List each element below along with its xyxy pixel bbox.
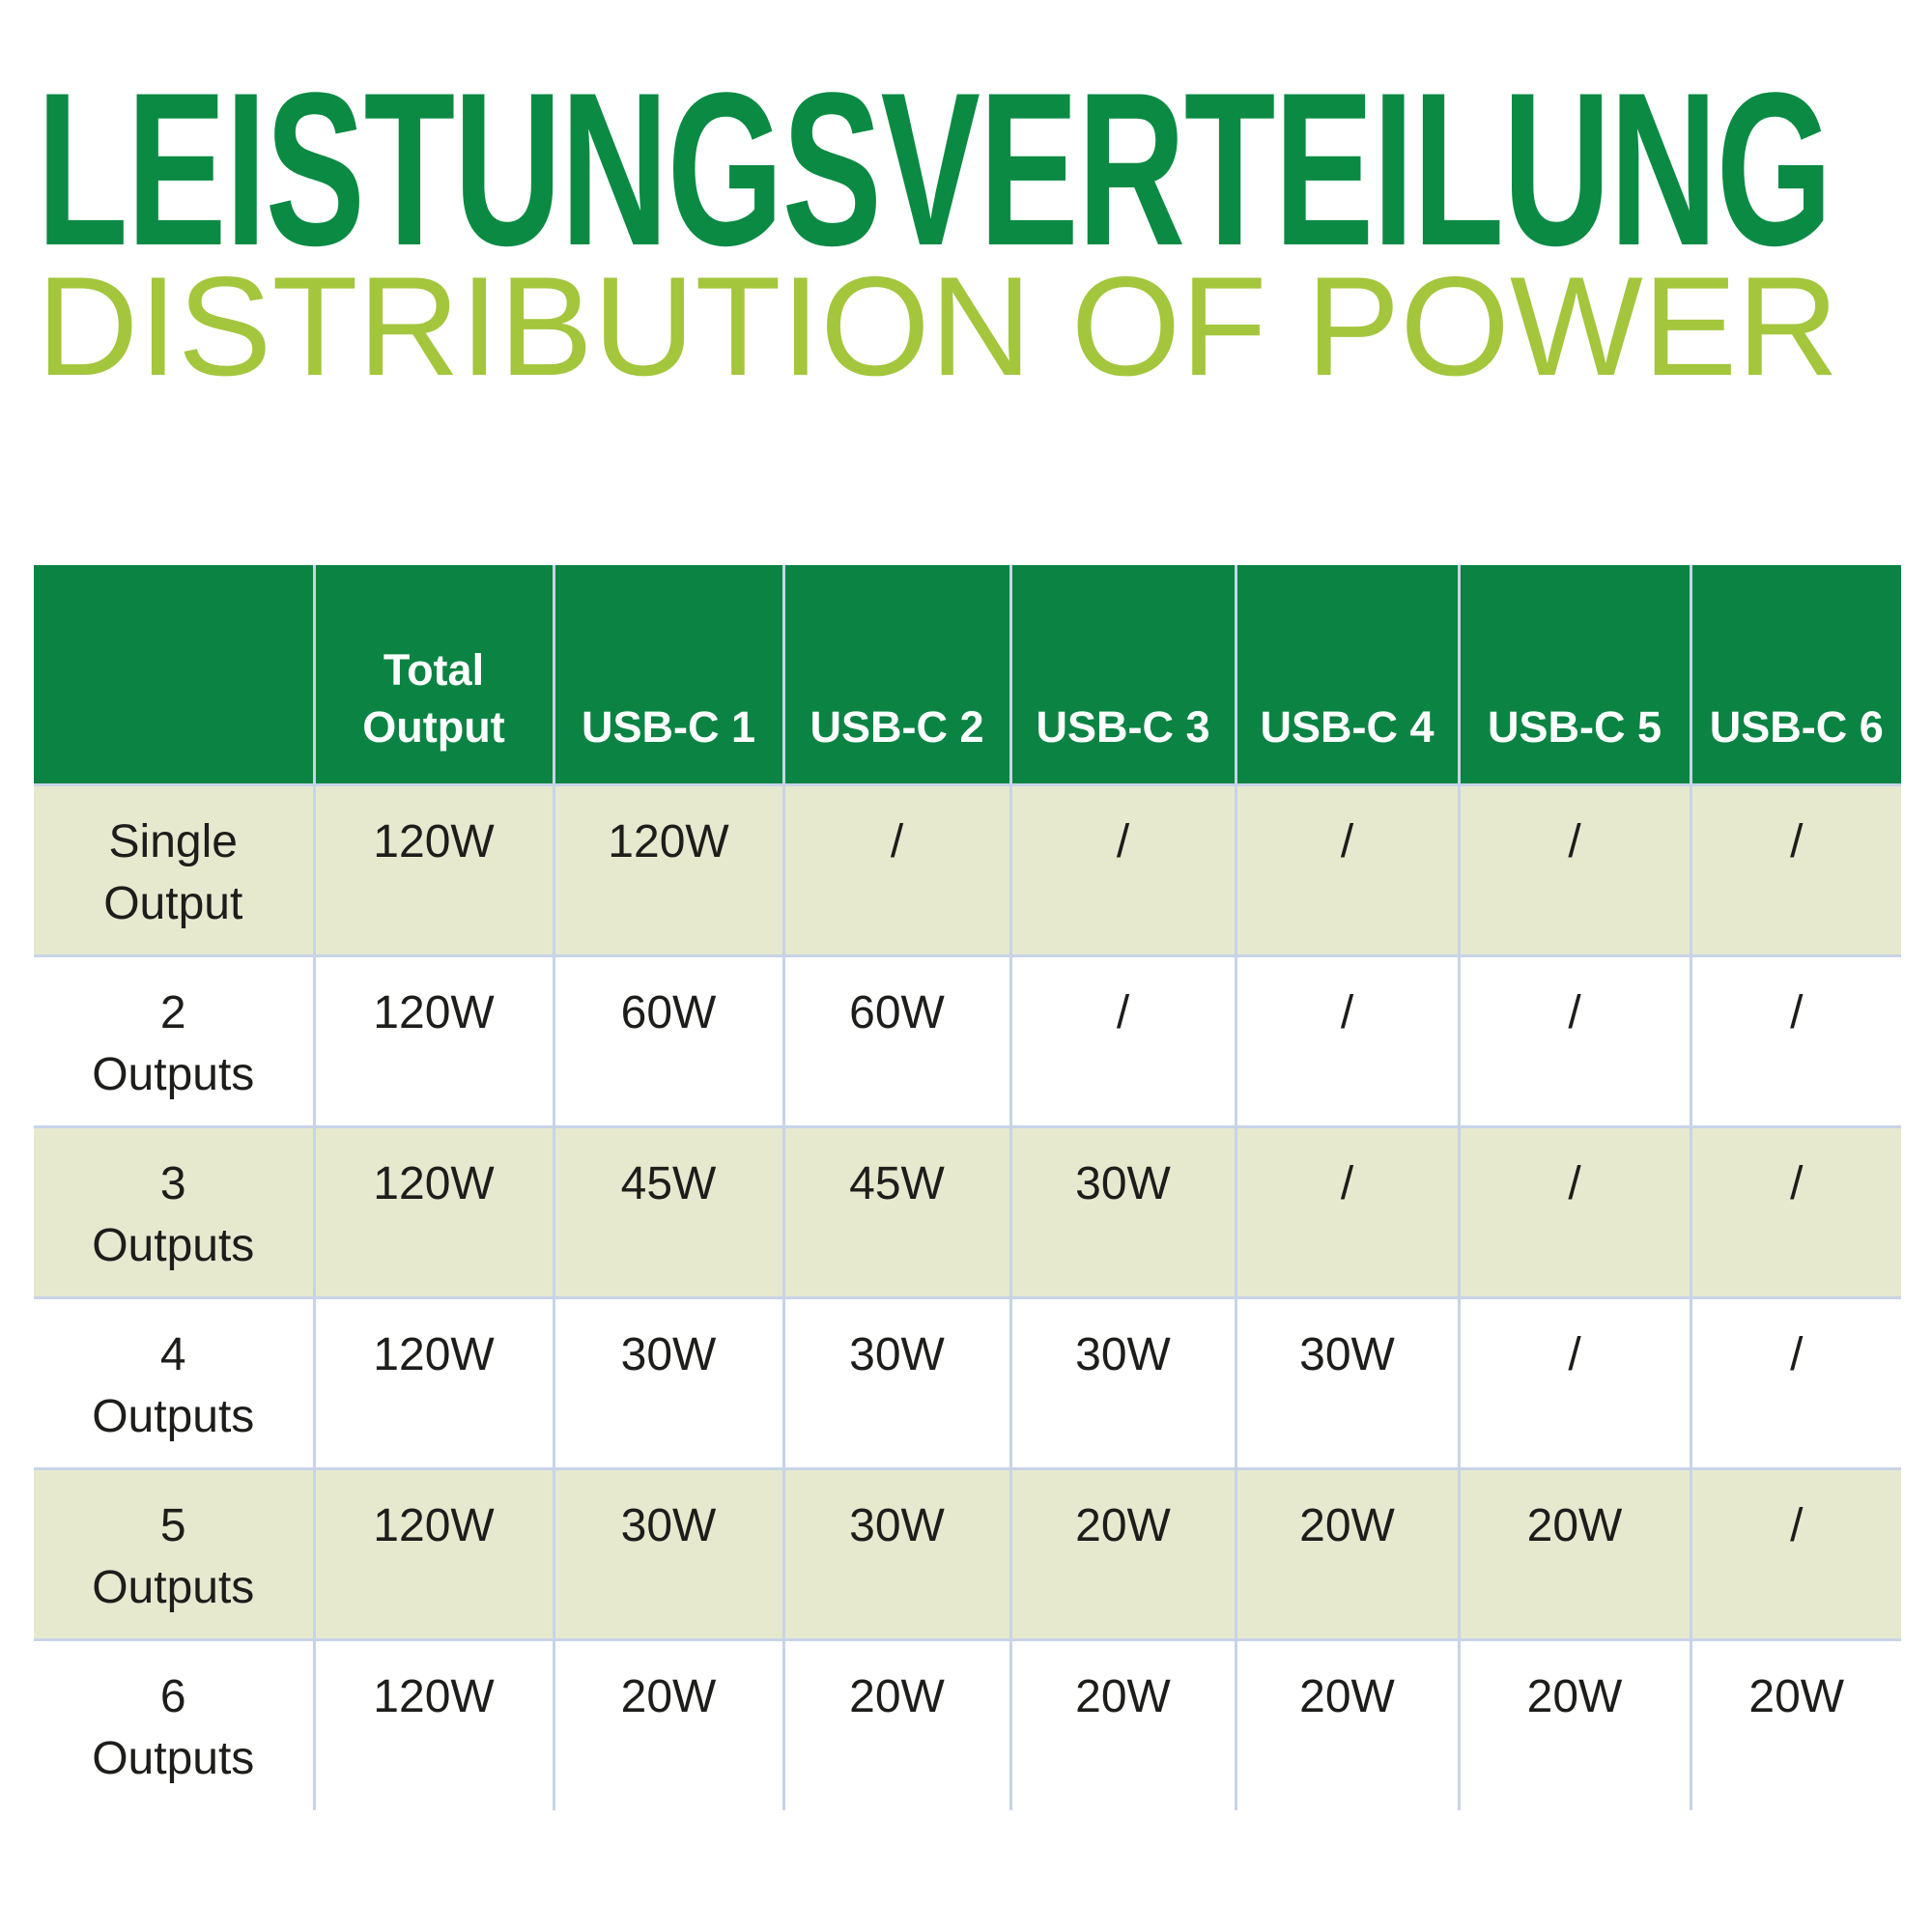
table-cell: / <box>1009 953 1237 1128</box>
table-row-6-outputs: 6 Outputs 120W 20W 20W 20W 20W 20W 20W <box>34 1637 1901 1810</box>
power-distribution-table: Total Output USB-C 1 USB-C 2 USB-C 3 USB… <box>34 565 1901 1810</box>
table-cell: / <box>1457 1124 1692 1299</box>
table-cell: 20W <box>1457 1466 1692 1641</box>
table-cell: 20W <box>1009 1637 1237 1810</box>
table-cell: / <box>1689 1124 1901 1299</box>
table-cell: / <box>781 782 1012 957</box>
table-cell: 120W <box>312 1124 555 1299</box>
row-label: 4 Outputs <box>34 1295 316 1470</box>
row-label: Single Output <box>34 782 316 957</box>
table-cell: 30W <box>781 1466 1012 1641</box>
table-row-4-outputs: 4 Outputs 120W 30W 30W 30W 30W / / <box>34 1295 1901 1470</box>
table-cell: 120W <box>312 953 555 1128</box>
table-cell: 20W <box>1234 1637 1461 1810</box>
table-row-3-outputs: 3 Outputs 120W 45W 45W 30W / / / <box>34 1124 1901 1299</box>
table-cell: 45W <box>781 1124 1012 1299</box>
column-header-blank <box>34 565 316 786</box>
table-cell: 120W <box>312 782 555 957</box>
column-header-usbc-5: USB-C 5 <box>1457 565 1692 786</box>
table-row-single-output: Single Output 120W 120W / / / / / <box>34 782 1901 957</box>
table-cell: / <box>1457 782 1692 957</box>
row-label: 6 Outputs <box>34 1637 316 1810</box>
table-cell: 20W <box>552 1637 785 1810</box>
column-header-usbc-6: USB-C 6 <box>1689 565 1901 786</box>
table-cell: 60W <box>552 953 785 1128</box>
table-cell: / <box>1234 1124 1461 1299</box>
column-header-usbc-3: USB-C 3 <box>1009 565 1237 786</box>
table-cell: 30W <box>1009 1295 1237 1470</box>
table-cell: 120W <box>552 782 785 957</box>
column-header-usbc-4: USB-C 4 <box>1234 565 1461 786</box>
page-subtitle: DISTRIBUTION OF POWER <box>37 247 1839 405</box>
column-header-total-output: Total Output <box>312 565 555 786</box>
column-header-usbc-2: USB-C 2 <box>781 565 1012 786</box>
table-cell: 20W <box>781 1637 1012 1810</box>
table-cell: 30W <box>1234 1295 1461 1470</box>
table-cell: 20W <box>1009 1466 1237 1641</box>
column-header-usbc-1: USB-C 1 <box>552 565 785 786</box>
table-container: Total Output USB-C 1 USB-C 2 USB-C 3 USB… <box>34 565 1901 1810</box>
table-cell: 60W <box>781 953 1012 1128</box>
table-cell: / <box>1457 1295 1692 1470</box>
table-cell: / <box>1234 782 1461 957</box>
table-cell: 20W <box>1457 1637 1692 1810</box>
table-cell: 20W <box>1234 1466 1461 1641</box>
row-label: 5 Outputs <box>34 1466 316 1641</box>
table-cell: / <box>1689 953 1901 1128</box>
row-label: 3 Outputs <box>34 1124 316 1299</box>
table-cell: 30W <box>552 1466 785 1641</box>
table-cell: 30W <box>552 1295 785 1470</box>
row-label: 2 Outputs <box>34 953 316 1128</box>
page-title: LEISTUNGSVERTEILUNG <box>37 46 1833 291</box>
table-cell: 120W <box>312 1637 555 1810</box>
table-cell: / <box>1009 782 1237 957</box>
table-cell: / <box>1689 1295 1901 1470</box>
table-cell: / <box>1457 953 1692 1128</box>
table-cell: / <box>1689 1466 1901 1641</box>
table-cell: / <box>1234 953 1461 1128</box>
table-cell: 120W <box>312 1295 555 1470</box>
table-cell: 30W <box>781 1295 1012 1470</box>
table-row-5-outputs: 5 Outputs 120W 30W 30W 20W 20W 20W / <box>34 1466 1901 1641</box>
header-row: Total Output USB-C 1 USB-C 2 USB-C 3 USB… <box>34 565 1901 786</box>
table-row-2-outputs: 2 Outputs 120W 60W 60W / / / / <box>34 953 1901 1128</box>
table-cell: 30W <box>1009 1124 1237 1299</box>
table-cell: / <box>1689 782 1901 957</box>
table-cell: 45W <box>552 1124 785 1299</box>
table-cell: 20W <box>1689 1637 1901 1810</box>
table-cell: 120W <box>312 1466 555 1641</box>
